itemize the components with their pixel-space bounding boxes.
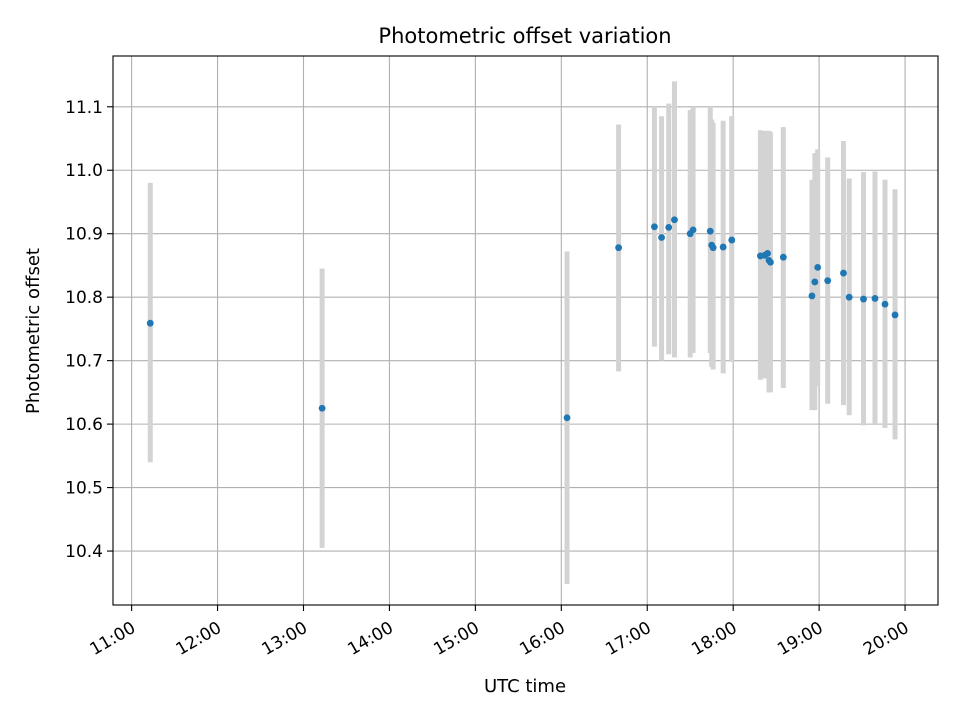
y-tick-label: 10.7 xyxy=(65,352,103,372)
data-point xyxy=(615,244,622,252)
data-point xyxy=(860,295,867,303)
data-point xyxy=(146,319,154,327)
data-point xyxy=(563,414,571,422)
data-point-layer xyxy=(146,216,899,422)
data-point xyxy=(891,311,899,319)
y-tick-label: 11.1 xyxy=(65,98,103,118)
data-point xyxy=(709,244,717,252)
y-tick-label: 10.4 xyxy=(65,542,103,562)
data-point xyxy=(840,269,847,277)
data-point xyxy=(824,277,832,285)
plot-frame xyxy=(112,55,939,606)
y-tick-label: 10.5 xyxy=(65,479,103,499)
data-point xyxy=(318,404,326,412)
data-point xyxy=(808,292,816,300)
data-point xyxy=(689,226,697,234)
data-point xyxy=(767,258,774,266)
y-axis-label: Photometric offset xyxy=(23,248,44,414)
data-point xyxy=(845,293,853,301)
chart-title: Photometric offset variation xyxy=(378,24,671,48)
data-point xyxy=(651,223,658,231)
data-point xyxy=(811,278,819,286)
y-tick-label: 10.8 xyxy=(65,288,103,308)
y-tick-label: 10.6 xyxy=(65,415,103,435)
data-point xyxy=(764,249,771,257)
y-tick-label: 11.0 xyxy=(65,161,103,181)
data-point xyxy=(779,253,787,261)
data-point xyxy=(706,227,714,235)
y-tick-label: 10.9 xyxy=(65,225,103,245)
data-point xyxy=(658,234,665,241)
data-point xyxy=(665,223,673,231)
x-axis-label: UTC time xyxy=(484,676,566,697)
data-point xyxy=(871,295,879,302)
data-point xyxy=(881,300,889,308)
data-point xyxy=(671,216,678,224)
data-point xyxy=(814,263,822,271)
data-point xyxy=(728,236,736,244)
data-point xyxy=(719,243,727,251)
